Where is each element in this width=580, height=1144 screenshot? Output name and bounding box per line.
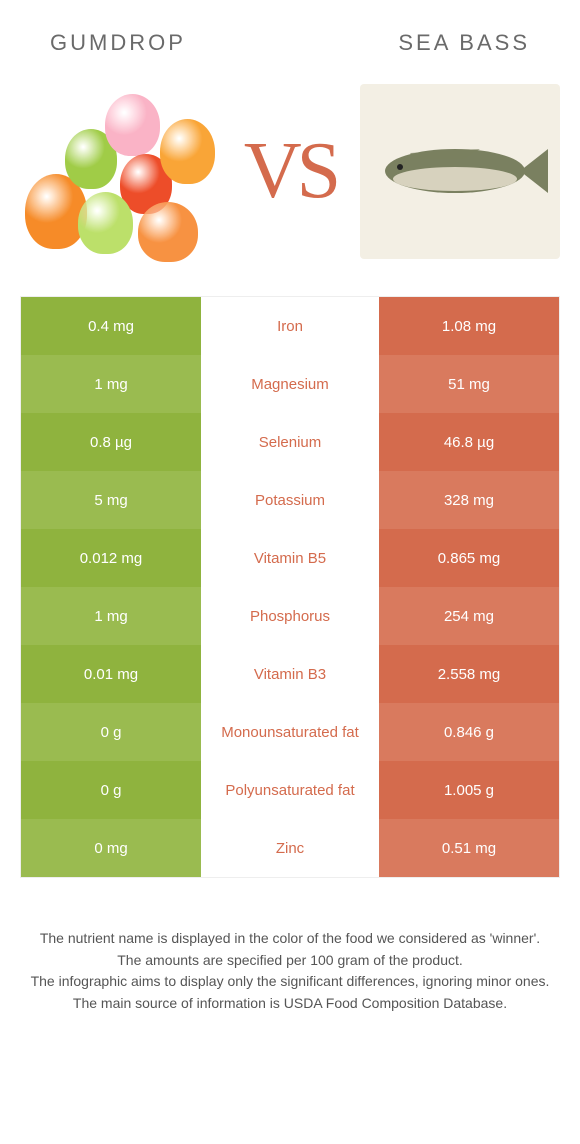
table-row: 0 gPolyunsaturated fat1.005 g [21, 761, 559, 819]
nutrient-name: Phosphorus [201, 587, 379, 645]
value-right: 1.08 mg [379, 297, 559, 355]
value-left: 0.01 mg [21, 645, 201, 703]
nutrient-name: Potassium [201, 471, 379, 529]
value-left: 0.4 mg [21, 297, 201, 355]
table-row: 1 mgMagnesium51 mg [21, 355, 559, 413]
footer-line: The infographic aims to display only the… [30, 971, 550, 993]
nutrient-name: Monounsaturated fat [201, 703, 379, 761]
nutrient-name: Magnesium [201, 355, 379, 413]
value-right: 254 mg [379, 587, 559, 645]
comparison-table: 0.4 mgIron1.08 mg1 mgMagnesium51 mg0.8 µ… [20, 296, 560, 878]
seabass-image [360, 84, 560, 259]
table-row: 0.01 mgVitamin B32.558 mg [21, 645, 559, 703]
table-row: 0 gMonounsaturated fat0.846 g [21, 703, 559, 761]
value-right: 0.865 mg [379, 529, 559, 587]
value-left: 5 mg [21, 471, 201, 529]
footer-notes: The nutrient name is displayed in the co… [0, 888, 580, 1055]
gumdrop [105, 94, 160, 156]
value-left: 0.8 µg [21, 413, 201, 471]
title-left: GUMDROP [50, 30, 186, 56]
table-row: 0 mgZinc0.51 mg [21, 819, 559, 877]
table-row: 1 mgPhosphorus254 mg [21, 587, 559, 645]
value-right: 2.558 mg [379, 645, 559, 703]
value-right: 328 mg [379, 471, 559, 529]
value-left: 0 mg [21, 819, 201, 877]
value-right: 0.846 g [379, 703, 559, 761]
table-row: 0.012 mgVitamin B50.865 mg [21, 529, 559, 587]
gumdrop [138, 202, 198, 262]
value-left: 0 g [21, 761, 201, 819]
vs-label: VS [244, 126, 336, 217]
table-row: 0.8 µgSelenium46.8 µg [21, 413, 559, 471]
title-right: SEA BASS [398, 30, 530, 56]
gumdrop [78, 192, 133, 254]
gumdrop-image [20, 84, 220, 259]
footer-line: The nutrient name is displayed in the co… [30, 928, 550, 950]
footer-line: The amounts are specified per 100 gram o… [30, 950, 550, 972]
value-right: 1.005 g [379, 761, 559, 819]
fish-icon [370, 131, 550, 211]
table-row: 5 mgPotassium328 mg [21, 471, 559, 529]
nutrient-name: Selenium [201, 413, 379, 471]
gumdrop [160, 119, 215, 184]
value-left: 0 g [21, 703, 201, 761]
nutrient-name: Polyunsaturated fat [201, 761, 379, 819]
nutrient-name: Vitamin B3 [201, 645, 379, 703]
header: GUMDROP SEA BASS [0, 0, 580, 66]
table-row: 0.4 mgIron1.08 mg [21, 297, 559, 355]
nutrient-name: Zinc [201, 819, 379, 877]
value-right: 0.51 mg [379, 819, 559, 877]
value-right: 46.8 µg [379, 413, 559, 471]
value-left: 1 mg [21, 355, 201, 413]
nutrient-name: Vitamin B5 [201, 529, 379, 587]
hero: VS [0, 66, 580, 286]
value-left: 1 mg [21, 587, 201, 645]
value-right: 51 mg [379, 355, 559, 413]
value-left: 0.012 mg [21, 529, 201, 587]
nutrient-name: Iron [201, 297, 379, 355]
footer-line: The main source of information is USDA F… [30, 993, 550, 1015]
